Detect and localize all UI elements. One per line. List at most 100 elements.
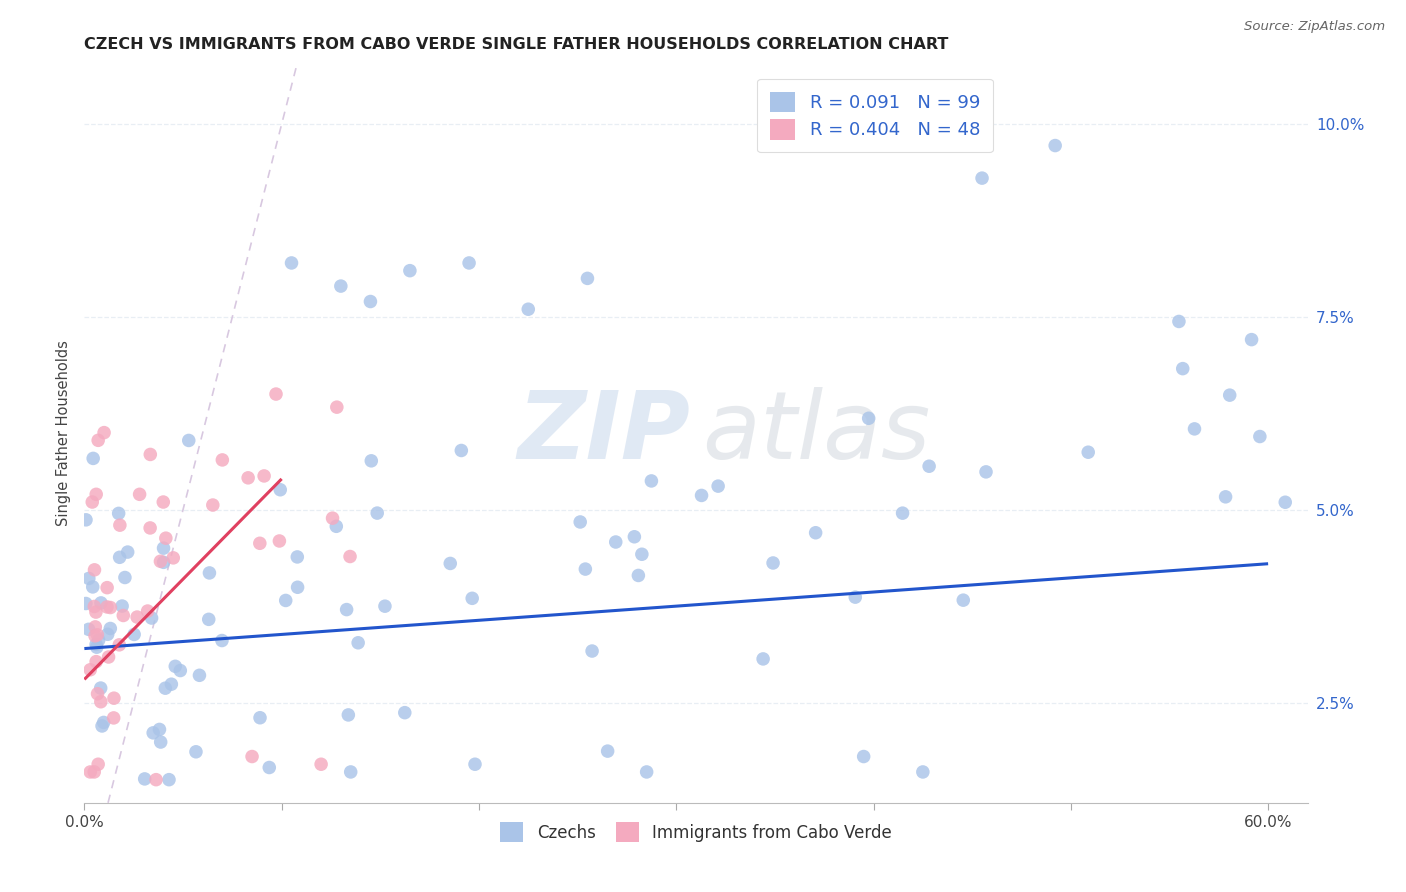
Point — [707, 479, 730, 493]
Point — [75, 513, 97, 527]
Point — [201, 498, 224, 512]
Point — [103, 691, 125, 706]
Point — [145, 772, 167, 787]
Point — [249, 711, 271, 725]
Point — [1043, 138, 1066, 153]
Point — [152, 555, 174, 569]
Point — [79, 663, 101, 677]
Point — [253, 469, 276, 483]
Point — [347, 636, 370, 650]
Point — [269, 533, 291, 548]
Point — [77, 571, 100, 585]
Point — [93, 425, 115, 440]
Point — [464, 757, 486, 772]
Point — [627, 568, 650, 582]
Point — [139, 521, 162, 535]
Point — [517, 302, 540, 317]
Point — [96, 599, 118, 614]
Point — [1219, 388, 1241, 402]
Point — [339, 764, 361, 779]
Point — [337, 707, 360, 722]
Point — [79, 764, 101, 779]
Point — [165, 659, 187, 673]
Point — [84, 620, 107, 634]
Point — [394, 706, 416, 720]
Point — [240, 749, 263, 764]
Point — [128, 487, 150, 501]
Point — [581, 644, 603, 658]
Point — [287, 580, 309, 594]
Point — [918, 459, 941, 474]
Legend: Czechs, Immigrants from Cabo Verde: Czechs, Immigrants from Cabo Verde — [492, 814, 900, 850]
Point — [84, 655, 107, 669]
Point — [149, 554, 172, 568]
Point — [96, 581, 118, 595]
Point — [325, 519, 347, 533]
Point — [374, 599, 396, 614]
Point — [1249, 429, 1271, 443]
Point — [1077, 445, 1099, 459]
Point — [264, 387, 287, 401]
Point — [157, 772, 180, 787]
Point — [623, 530, 645, 544]
Point — [439, 557, 461, 571]
Point — [139, 447, 162, 461]
Point — [752, 652, 775, 666]
Point — [148, 723, 170, 737]
Point — [84, 487, 107, 501]
Point — [211, 453, 233, 467]
Point — [169, 664, 191, 678]
Point — [322, 511, 344, 525]
Point — [97, 627, 120, 641]
Point — [93, 715, 115, 730]
Point — [596, 744, 619, 758]
Point — [114, 570, 136, 584]
Point — [75, 597, 97, 611]
Point — [108, 550, 131, 565]
Point — [83, 599, 105, 614]
Point — [844, 590, 866, 604]
Point — [891, 506, 914, 520]
Text: ZIP: ZIP — [517, 386, 690, 479]
Point — [83, 563, 105, 577]
Point — [1274, 495, 1296, 509]
Point — [249, 536, 271, 550]
Point — [87, 633, 110, 648]
Point — [82, 451, 104, 466]
Point — [87, 757, 110, 772]
Point — [91, 719, 114, 733]
Point — [152, 541, 174, 556]
Point — [82, 495, 104, 509]
Point — [84, 605, 107, 619]
Point — [211, 633, 233, 648]
Point — [86, 628, 108, 642]
Point — [134, 772, 156, 786]
Point — [100, 600, 122, 615]
Point — [198, 566, 221, 580]
Point — [83, 764, 105, 779]
Point — [236, 471, 259, 485]
Point — [336, 602, 359, 616]
Point — [84, 629, 107, 643]
Point — [86, 640, 108, 655]
Point — [269, 483, 291, 497]
Point — [155, 681, 177, 696]
Point — [309, 757, 332, 772]
Point — [141, 611, 163, 625]
Point — [142, 726, 165, 740]
Point — [458, 256, 481, 270]
Point — [197, 612, 219, 626]
Point — [127, 610, 149, 624]
Point — [1168, 314, 1191, 328]
Point — [359, 294, 381, 309]
Point — [108, 638, 131, 652]
Point — [259, 760, 281, 774]
Point — [399, 263, 422, 277]
Point — [117, 545, 139, 559]
Point — [1184, 422, 1206, 436]
Text: Source: ZipAtlas.com: Source: ZipAtlas.com — [1244, 20, 1385, 33]
Point — [90, 695, 112, 709]
Point — [280, 256, 302, 270]
Point — [952, 593, 974, 607]
Point — [77, 623, 100, 637]
